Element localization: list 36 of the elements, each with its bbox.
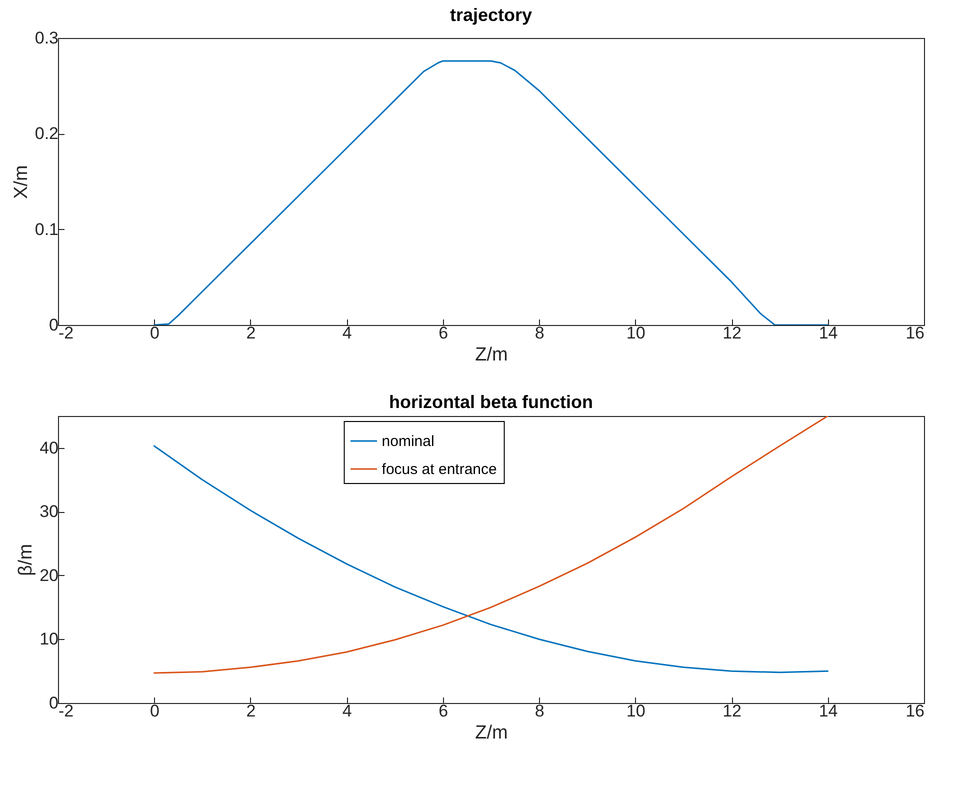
y-axis-title: β/m [16, 544, 37, 576]
y-axis-title: X/m [10, 165, 32, 199]
x-tick-label: 16 [906, 324, 924, 342]
legend-label: focus at entrance [382, 461, 497, 478]
y-tick-label: 20 [40, 566, 58, 585]
y-tick-label: 0.2 [34, 124, 58, 144]
x-tick-label: 6 [438, 324, 448, 342]
x-tick-label: 8 [534, 702, 544, 720]
chart-title: trajectory [450, 5, 532, 25]
x-tick-label: 10 [626, 702, 646, 720]
y-tick-label: 0.1 [34, 220, 58, 239]
y-tick-label: 40 [40, 438, 58, 458]
x-tick-label: 4 [342, 324, 352, 342]
x-tick-label: 2 [246, 324, 256, 342]
y-tick-label: 10 [40, 630, 58, 649]
line-series [153, 60, 829, 325]
x-axis-title: Z/m [475, 722, 508, 744]
x-tick-label: 12 [722, 324, 742, 342]
x-tick-label: -2 [58, 324, 74, 342]
x-tick-label: 8 [534, 324, 544, 342]
x-tick-label: 10 [626, 324, 646, 342]
x-tick-label: 0 [150, 702, 160, 720]
x-tick-label: 2 [246, 702, 256, 720]
x-tick-label: 12 [722, 702, 742, 720]
x-tick-label: -2 [58, 702, 74, 720]
y-tick-label: 0.3 [34, 28, 58, 48]
x-tick-label: 14 [818, 324, 838, 342]
y-tick-label: 30 [40, 502, 58, 522]
x-tick-label: 14 [818, 702, 838, 720]
legend-label: nominal [382, 433, 434, 450]
x-tick-label: 4 [342, 702, 352, 720]
x-tick-label: 0 [150, 324, 160, 342]
chart-title: horizontal beta function [389, 392, 593, 412]
x-tick-label: 6 [438, 702, 448, 720]
x-axis-title: Z/m [475, 344, 508, 366]
x-tick-label: 16 [906, 702, 924, 720]
